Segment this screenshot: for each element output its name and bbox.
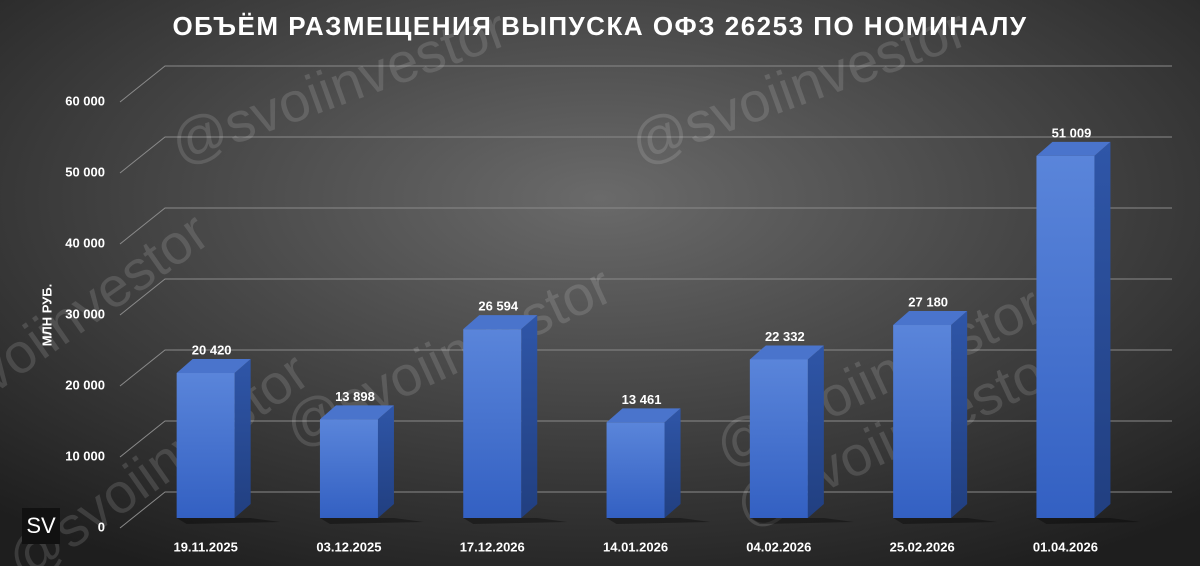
value-label: 27 180 <box>908 294 948 309</box>
y-tick-label: 10 000 <box>65 448 105 463</box>
bar-top <box>606 408 681 423</box>
y-tick-label: 50 000 <box>65 164 105 179</box>
bar <box>749 345 854 524</box>
bar-top <box>463 315 538 330</box>
grid-line <box>119 491 1172 529</box>
bar-shadow <box>1036 518 1141 524</box>
bar-top <box>176 359 251 374</box>
bar <box>319 405 424 524</box>
x-tick-label: 25.02.2026 <box>890 539 955 554</box>
bar <box>176 359 281 524</box>
bar-front <box>176 373 235 518</box>
bar <box>893 311 998 524</box>
bar <box>1036 141 1141 524</box>
value-label: 13 898 <box>335 389 375 404</box>
x-tick-label: 01.04.2026 <box>1033 539 1098 554</box>
value-label: 13 461 <box>622 392 662 407</box>
bar <box>463 315 568 524</box>
bar-front <box>606 422 665 518</box>
bar-front <box>319 419 378 518</box>
bar <box>606 408 711 524</box>
bar-shadow <box>319 518 424 524</box>
y-tick-label: 30 000 <box>65 306 105 321</box>
grid-line <box>119 349 1172 387</box>
bar-shadow <box>606 518 711 524</box>
grid-line <box>119 420 1172 458</box>
bar-top <box>749 345 824 360</box>
grid-line <box>119 136 1172 174</box>
grid-line <box>119 278 1172 316</box>
x-tick-label: 04.02.2026 <box>746 539 811 554</box>
bar-shadow <box>749 518 854 524</box>
value-label: 20 420 <box>192 342 232 357</box>
chart-title: ОБЪЁМ РАЗМЕЩЕНИЯ ВЫПУСКА ОФЗ 26253 ПО НО… <box>172 11 1027 41</box>
bar-front <box>1036 155 1095 518</box>
bar-top <box>893 311 968 326</box>
bar-shadow <box>893 518 998 524</box>
y-axis-label: МЛН РУБ. <box>39 284 54 347</box>
bar-front <box>749 359 808 518</box>
y-tick-label: 60 000 <box>65 93 105 108</box>
bar-shadow <box>463 518 568 524</box>
bar-front <box>893 325 952 518</box>
y-tick-label: 0 <box>98 519 105 534</box>
bar-side <box>807 345 824 518</box>
bar-side <box>951 311 968 518</box>
bar-side <box>234 359 251 518</box>
y-tick-label: 20 000 <box>65 377 105 392</box>
y-tick-label: 40 000 <box>65 235 105 250</box>
value-label: 26 594 <box>478 299 519 314</box>
x-tick-label: 17.12.2026 <box>460 539 525 554</box>
bar-side <box>664 408 681 518</box>
bar-front <box>463 329 522 518</box>
logo: SV <box>26 513 56 538</box>
logo-box <box>22 508 60 544</box>
grid-line <box>119 65 1172 103</box>
value-label: 51 009 <box>1052 125 1092 140</box>
bar-top <box>319 405 394 420</box>
x-tick-label: 14.01.2026 <box>603 539 668 554</box>
bar-top <box>1036 141 1111 156</box>
bar-side <box>377 405 394 518</box>
bar-side <box>521 315 538 518</box>
x-tick-label: 03.12.2025 <box>316 539 381 554</box>
bar-shadow <box>176 518 281 524</box>
grid-line <box>119 207 1172 245</box>
x-tick-label: 19.11.2025 <box>173 539 237 554</box>
value-label: 22 332 <box>765 329 805 344</box>
bar-side <box>1094 141 1111 518</box>
